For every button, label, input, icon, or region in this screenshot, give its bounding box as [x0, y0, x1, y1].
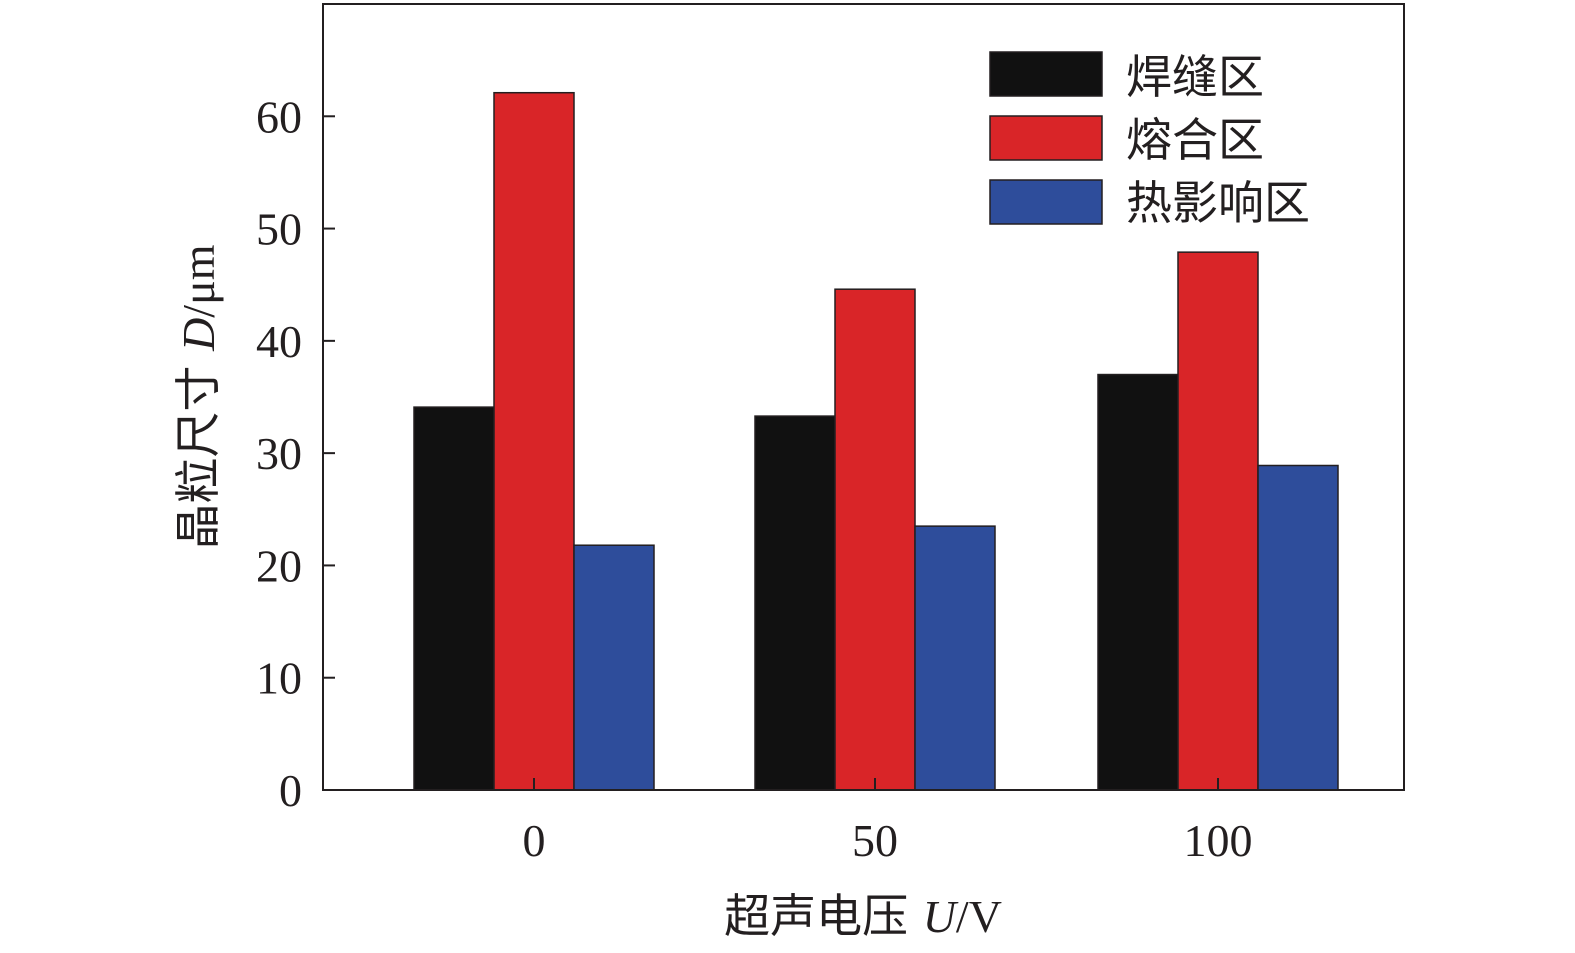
- legend-swatch-fusion-zone: [989, 115, 1103, 161]
- plot-frame: [322, 3, 1405, 791]
- y-tick-label: 50: [256, 204, 302, 255]
- x-tick-label: 100: [1184, 815, 1253, 866]
- bar-weld-zone-50: [754, 415, 836, 791]
- bar-haz-50: [914, 525, 996, 791]
- bar-fusion-zone-50: [834, 288, 916, 791]
- legend-label-haz: 热影响区: [1126, 176, 1310, 230]
- bar-weld-zone-0: [413, 406, 495, 791]
- legend: 焊缝区 熔合区 热影响区: [989, 50, 1310, 230]
- y-tick-label: 10: [256, 653, 302, 704]
- x-axis-variable: U: [923, 891, 959, 942]
- bar-haz-0: [573, 544, 655, 791]
- bar-fusion-zone-100: [1177, 251, 1259, 791]
- bar-weld-zone-100: [1097, 373, 1179, 791]
- y-tick-label: 60: [256, 91, 302, 142]
- legend-label-fusion-zone: 熔合区: [1126, 113, 1264, 167]
- x-tick-label: 50: [852, 815, 898, 866]
- x-axis-unit: /V: [956, 891, 1002, 942]
- bar-haz-100: [1257, 464, 1339, 791]
- y-tick-label: 20: [256, 540, 302, 591]
- x-tick-label: 0: [523, 815, 546, 866]
- y-axis-variable: D: [173, 318, 224, 352]
- y-axis-title-text: 晶粒尺寸: [171, 351, 225, 550]
- legend-swatch-haz: [989, 179, 1103, 225]
- y-tick-label: 30: [256, 428, 302, 479]
- y-axis-unit: /μm: [173, 244, 224, 317]
- x-axis: 0 50 100: [523, 778, 1253, 866]
- bars-group: [413, 91, 1339, 791]
- y-tick-label: 40: [256, 316, 302, 367]
- y-tick-label: 0: [279, 765, 302, 816]
- x-axis-title: 超声电压 U/V: [724, 889, 1002, 943]
- y-axis-title: 晶粒尺寸 D/μm: [171, 244, 225, 549]
- bar-fusion-zone-0: [493, 91, 575, 791]
- legend-label-weld-zone: 焊缝区: [1126, 50, 1264, 104]
- y-axis: 0 10 20 30 40 50 60: [256, 91, 335, 816]
- x-axis-title-text: 超声电压: [724, 889, 923, 943]
- legend-swatch-weld-zone: [989, 51, 1103, 97]
